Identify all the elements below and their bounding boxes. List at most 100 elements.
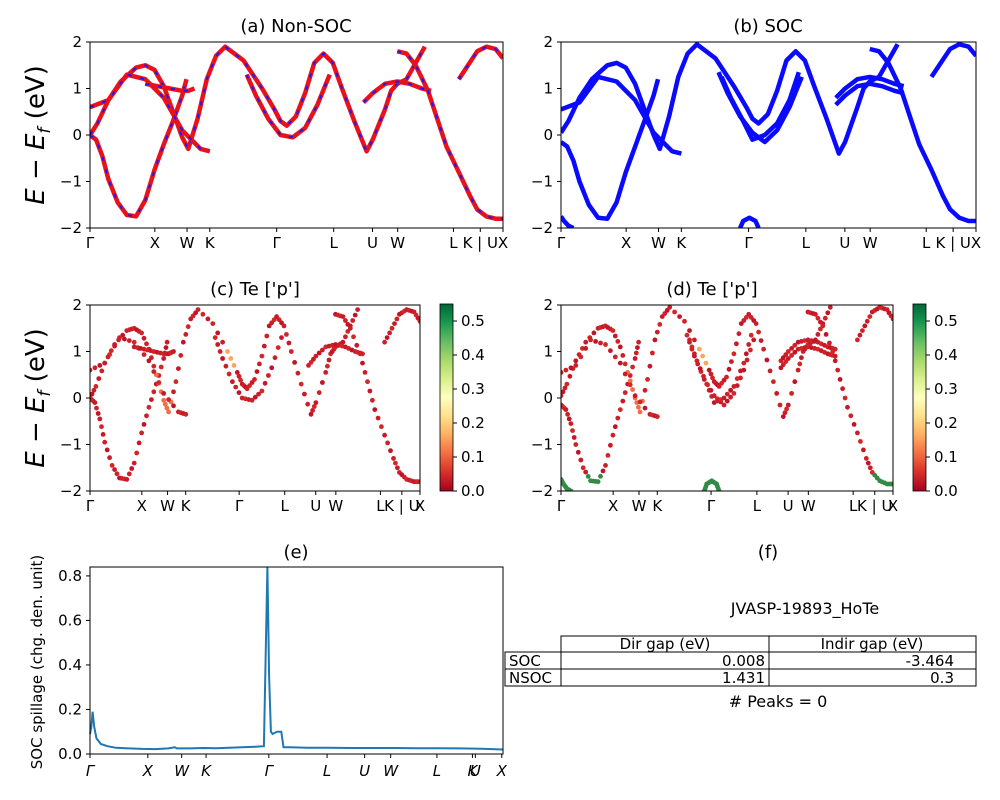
axis-e-ytick-label: 0.4 bbox=[58, 656, 82, 674]
scatter-point bbox=[220, 356, 226, 361]
axis-a-xtick-label: K | U bbox=[463, 234, 498, 252]
scatter-point bbox=[694, 358, 700, 364]
scatter-point bbox=[617, 360, 623, 366]
scatter-point bbox=[166, 397, 172, 402]
colorbar-tick-label: 0.0 bbox=[461, 482, 485, 500]
scatter-point bbox=[704, 381, 710, 387]
scatter-point bbox=[134, 450, 140, 456]
scatter-point bbox=[261, 343, 267, 349]
scatter-point bbox=[252, 377, 257, 382]
scatter-point bbox=[578, 457, 584, 463]
scatter-point bbox=[622, 390, 628, 395]
scatter-point bbox=[573, 363, 579, 368]
scatter-point bbox=[832, 358, 838, 364]
band-line-nonsoc-dash bbox=[457, 45, 503, 80]
scatter-point bbox=[298, 381, 304, 387]
colorbar-c: 0.0 0.1 0.2 0.3 0.4 0.5 bbox=[439, 303, 485, 500]
scatter-point bbox=[238, 377, 244, 383]
scatter-point bbox=[667, 305, 673, 310]
axis-panel-c-xtick-label: X bbox=[137, 497, 147, 515]
scatter-point bbox=[815, 315, 821, 321]
scatter-point bbox=[215, 342, 221, 347]
scatter-point bbox=[320, 347, 325, 353]
table-cell-soc-indir: -3.464 bbox=[906, 652, 954, 670]
scatter-point bbox=[764, 357, 770, 363]
scatter-point bbox=[104, 447, 110, 453]
axis-e-xtick-label: U bbox=[470, 762, 481, 780]
scatter-point bbox=[689, 344, 695, 350]
scatter-point bbox=[617, 407, 623, 412]
scatter-point bbox=[161, 391, 167, 396]
scatter-point bbox=[709, 394, 715, 399]
scatter-point bbox=[795, 367, 801, 373]
scatter-point bbox=[615, 339, 621, 344]
scatter-point bbox=[860, 328, 865, 333]
axis-e-xtick-label: X bbox=[496, 762, 508, 780]
scatter-point bbox=[354, 342, 360, 348]
scatter-point bbox=[867, 314, 873, 319]
scatter-point bbox=[417, 479, 420, 485]
scatter-point bbox=[236, 373, 242, 379]
scatter-point bbox=[600, 468, 606, 474]
axis-panel-c-xtick-label: Γ bbox=[86, 497, 95, 515]
scatter-point bbox=[687, 337, 692, 343]
scatter-point bbox=[608, 348, 613, 354]
scatter-point bbox=[212, 335, 218, 340]
scatter-point bbox=[672, 309, 677, 315]
scatter-point bbox=[131, 460, 137, 466]
axis-b-xtick-label: Γ bbox=[744, 234, 753, 252]
scatter-point bbox=[316, 350, 322, 356]
scatter-point bbox=[228, 356, 234, 361]
scatter-point bbox=[617, 344, 623, 350]
scatter-point bbox=[352, 312, 358, 318]
axis-a-ytick-label: −1 bbox=[60, 173, 82, 191]
scatter-point bbox=[367, 388, 373, 394]
axis-a-ytick-label: 2 bbox=[72, 33, 82, 51]
scatter-point bbox=[837, 377, 843, 382]
scatter-point bbox=[612, 424, 618, 430]
scatter-point bbox=[94, 405, 99, 411]
scatter-point bbox=[249, 397, 255, 403]
colorbar-tick-label: 0.1 bbox=[461, 448, 485, 466]
scatter-point bbox=[171, 389, 176, 395]
scatter-point bbox=[355, 307, 360, 312]
colorbar-tick-label: 0.4 bbox=[461, 346, 485, 364]
band-line-nonsoc bbox=[144, 81, 196, 94]
axis-a-ytick-label: 1 bbox=[72, 80, 82, 98]
axis-panel-d-xtick-label: L bbox=[753, 497, 762, 515]
scatter-point bbox=[744, 357, 750, 363]
scatter-point bbox=[136, 440, 142, 446]
scatter-point bbox=[774, 391, 780, 396]
band-line-nonsoc bbox=[90, 78, 189, 219]
scatter-point bbox=[163, 345, 169, 350]
axis-panel-c-xtick-label: U bbox=[310, 497, 321, 515]
scatter-point bbox=[158, 364, 164, 370]
scatter-point bbox=[281, 323, 287, 329]
ylabel-row2: E − Ef (eV) bbox=[21, 328, 55, 468]
scatter-point bbox=[568, 365, 574, 371]
scatter-point bbox=[141, 352, 147, 357]
scatter-point bbox=[102, 360, 108, 366]
scatter-point bbox=[652, 337, 658, 343]
scatter-point bbox=[166, 409, 172, 415]
scatter-point bbox=[308, 411, 314, 417]
table-cell-nsoc-dir: 1.431 bbox=[722, 669, 765, 687]
scatter-point bbox=[564, 381, 570, 387]
scatter-point bbox=[567, 373, 573, 379]
scatter-point bbox=[706, 387, 712, 393]
ylabel-e: SOC spillage (chg. den. unit) bbox=[28, 555, 46, 770]
scatter-point bbox=[91, 387, 97, 393]
scatter-point bbox=[264, 333, 270, 339]
scatter-point bbox=[362, 370, 368, 375]
scatter-point bbox=[384, 335, 390, 340]
axis-panel-c-xtick-label: K bbox=[181, 497, 192, 515]
axis-panel-c-xtick-label: K | U bbox=[384, 497, 419, 515]
scatter-point bbox=[311, 404, 317, 409]
scatter-point bbox=[343, 318, 348, 323]
axis-e-ytick-label: 0.6 bbox=[58, 611, 82, 629]
scatter-point bbox=[180, 339, 186, 345]
scatter-point bbox=[622, 361, 628, 367]
scatter-point bbox=[370, 397, 375, 403]
